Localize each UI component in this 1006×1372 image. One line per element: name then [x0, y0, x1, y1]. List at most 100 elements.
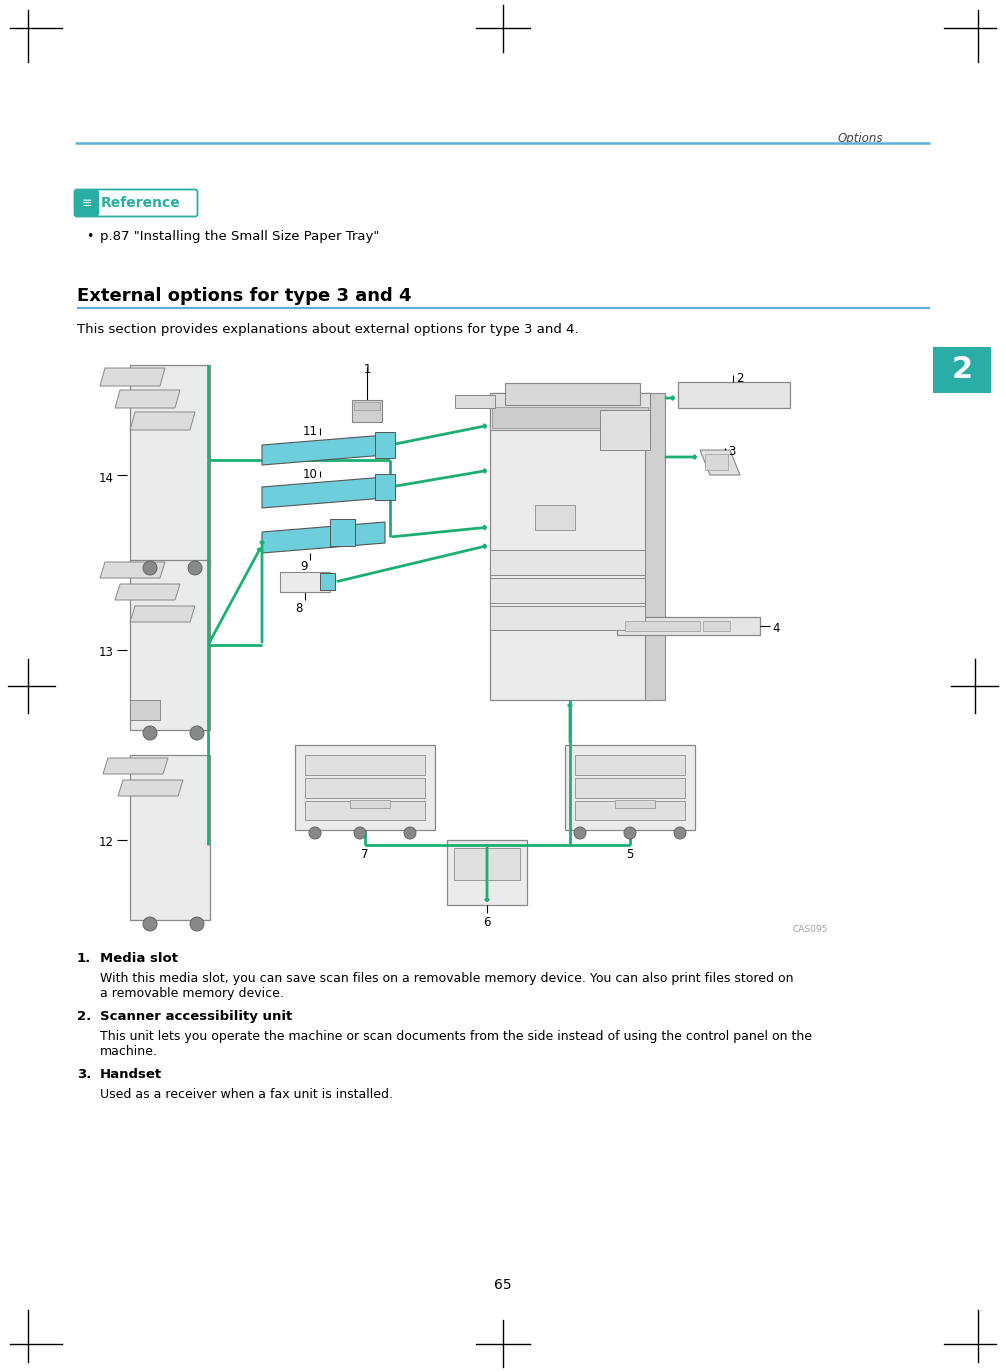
Text: Options: Options — [838, 132, 883, 145]
Bar — [505, 383, 640, 405]
Bar — [130, 755, 210, 921]
Polygon shape — [262, 521, 385, 553]
Text: With this media slot, you can save scan files on a removable memory device. You : With this media slot, you can save scan … — [100, 971, 794, 985]
Text: 7: 7 — [361, 848, 369, 862]
Text: CAS095: CAS095 — [793, 925, 828, 934]
Text: 9: 9 — [301, 560, 308, 573]
Circle shape — [143, 561, 157, 575]
Bar — [625, 622, 700, 631]
Text: 2: 2 — [736, 372, 743, 386]
Bar — [575, 801, 685, 820]
Circle shape — [574, 827, 586, 840]
Bar — [375, 432, 395, 458]
Text: 14: 14 — [99, 472, 114, 484]
Bar — [305, 778, 425, 799]
Bar — [130, 700, 160, 720]
Circle shape — [674, 827, 686, 840]
Bar — [615, 800, 655, 808]
FancyBboxPatch shape — [75, 189, 99, 215]
Bar — [350, 800, 390, 808]
Circle shape — [143, 916, 157, 932]
Bar — [305, 755, 425, 775]
Polygon shape — [262, 477, 385, 508]
Polygon shape — [100, 368, 165, 386]
Text: 11: 11 — [303, 425, 318, 438]
Circle shape — [354, 827, 366, 840]
Bar — [575, 778, 685, 799]
Text: Scanner accessibility unit: Scanner accessibility unit — [100, 1010, 293, 1024]
Text: 10: 10 — [303, 468, 318, 482]
Bar — [645, 392, 665, 700]
Bar — [330, 519, 355, 546]
Text: ≡: ≡ — [81, 196, 93, 210]
Bar — [130, 365, 210, 565]
Circle shape — [404, 827, 416, 840]
Bar — [492, 407, 648, 428]
Polygon shape — [115, 390, 180, 407]
Bar — [490, 578, 645, 604]
Text: Handset: Handset — [100, 1067, 162, 1081]
Bar — [575, 755, 685, 775]
FancyBboxPatch shape — [74, 189, 197, 217]
Bar — [678, 381, 790, 407]
Polygon shape — [130, 412, 195, 429]
Text: p.87 "Installing the Small Size Paper Tray": p.87 "Installing the Small Size Paper Tr… — [100, 230, 379, 243]
Bar — [280, 572, 330, 591]
Text: •: • — [86, 230, 94, 243]
Text: This section provides explanations about external options for type 3 and 4.: This section provides explanations about… — [77, 322, 578, 336]
Text: Reference: Reference — [101, 196, 181, 210]
Text: 1.: 1. — [77, 952, 92, 965]
Polygon shape — [100, 563, 165, 578]
Bar — [933, 347, 991, 392]
Bar — [320, 573, 335, 590]
Circle shape — [190, 726, 204, 740]
Text: Used as a receiver when a fax unit is installed.: Used as a receiver when a fax unit is in… — [100, 1088, 393, 1100]
Text: This unit lets you operate the machine or scan documents from the side instead o: This unit lets you operate the machine o… — [100, 1030, 812, 1043]
Circle shape — [143, 726, 157, 740]
Bar — [490, 606, 645, 630]
Polygon shape — [700, 450, 740, 475]
Text: Media slot: Media slot — [100, 952, 178, 965]
Text: 4: 4 — [772, 623, 780, 635]
Bar — [455, 395, 495, 407]
Bar — [375, 473, 395, 499]
Circle shape — [190, 916, 204, 932]
Bar — [447, 840, 527, 906]
Circle shape — [624, 827, 636, 840]
Text: machine.: machine. — [100, 1045, 158, 1058]
Polygon shape — [262, 435, 385, 465]
Bar — [490, 392, 650, 700]
Text: 12: 12 — [99, 837, 114, 849]
Text: 3.: 3. — [77, 1067, 92, 1081]
Text: 3: 3 — [728, 445, 735, 458]
Bar — [565, 745, 695, 830]
Bar — [352, 401, 382, 423]
Text: External options for type 3 and 4: External options for type 3 and 4 — [77, 287, 411, 305]
Bar — [130, 560, 210, 730]
Bar — [490, 392, 650, 429]
Polygon shape — [115, 584, 180, 600]
Text: 1: 1 — [363, 364, 371, 376]
Text: 65: 65 — [494, 1277, 512, 1292]
Text: 6: 6 — [483, 916, 491, 929]
Text: 13: 13 — [100, 646, 114, 660]
Polygon shape — [103, 757, 168, 774]
Bar — [705, 454, 728, 471]
Circle shape — [309, 827, 321, 840]
Text: 2: 2 — [952, 355, 973, 384]
Bar — [490, 550, 645, 575]
Text: 5: 5 — [627, 848, 634, 862]
Bar — [617, 617, 760, 635]
Bar — [295, 745, 435, 830]
Text: 8: 8 — [296, 602, 303, 615]
Bar — [703, 622, 730, 631]
Polygon shape — [130, 606, 195, 622]
Bar — [535, 505, 575, 530]
Bar — [454, 848, 520, 879]
Bar — [305, 801, 425, 820]
Circle shape — [188, 561, 202, 575]
Bar — [600, 410, 650, 450]
Text: 2.: 2. — [77, 1010, 92, 1024]
Polygon shape — [118, 781, 183, 796]
Bar — [354, 402, 380, 410]
